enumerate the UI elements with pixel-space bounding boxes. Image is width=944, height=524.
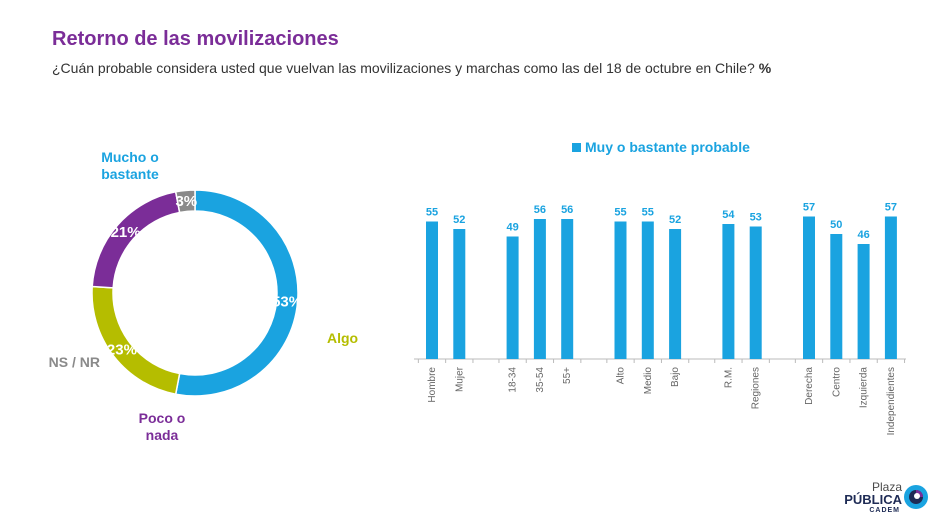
- bar-category-mujer: Mujer: [454, 366, 465, 392]
- bar-izquierda: [857, 244, 870, 359]
- bar-category-55: 55+: [562, 367, 573, 384]
- bar-independientes: [884, 216, 897, 359]
- bar-value-35-54: 56: [534, 204, 546, 216]
- donut-chart: 53% Mucho o bastante 23% Algo 21% Poco o nada 3%…: [49, 149, 358, 443]
- bar-alto: [614, 221, 627, 359]
- bar-derecha: [803, 216, 815, 359]
- bar-value-55: 56: [561, 204, 573, 216]
- logo-line-plaza: Plaza: [871, 480, 902, 494]
- bar-55: [561, 219, 574, 359]
- bar-category-regiones: Regiones: [751, 367, 762, 409]
- bar-value-centro: 50: [830, 219, 842, 231]
- bar-centro: [830, 234, 843, 359]
- bar-value-hombre: 55: [426, 207, 438, 219]
- bar-value-bajo: 52: [669, 214, 681, 226]
- bar-category-r-m: R.M.: [723, 367, 734, 388]
- donut-value-mucho-o-bastante: 53%: [272, 294, 302, 311]
- bar-medio: [641, 221, 654, 359]
- bar-35-54: [533, 219, 546, 359]
- bar-mujer: [453, 229, 466, 359]
- bar-category-18-34: 18-34: [508, 367, 519, 393]
- bar-category-medio: Medio: [643, 367, 654, 395]
- subtitle-question: ¿Cuán probable considera usted que vuelv…: [52, 60, 755, 76]
- bar-18-34: [506, 236, 519, 359]
- bar-category-centro: Centro: [831, 367, 842, 397]
- bar-category-izquierda: Izquierda: [859, 367, 870, 409]
- donut-label-algo: Algo: [327, 330, 358, 346]
- logo-line-publica: PÚBLICA: [844, 492, 902, 507]
- bar-category-alto: Alto: [616, 367, 627, 385]
- bar-value-18-34: 49: [506, 222, 518, 234]
- bar-value-r-m: 54: [722, 209, 735, 221]
- bar-regiones: [749, 226, 762, 359]
- donut-label-poco-o-nada: Poco o nada: [139, 410, 186, 443]
- donut-value-poco-o-nada: 21%: [111, 224, 141, 241]
- bar-category-independientes: Independientes: [886, 367, 897, 435]
- logo-line-cadem: CADEM: [869, 507, 900, 514]
- bar-value-alto: 55: [614, 207, 626, 219]
- donut-slice-ns-nr: [174, 189, 196, 214]
- donut-slice-algo: [91, 285, 181, 396]
- bar-chart-legend: Muy o bastante probable: [572, 139, 750, 155]
- bar-bajo: [669, 229, 682, 359]
- donut-value-ns-nr: 3%: [175, 193, 197, 210]
- logo-mark-icon: [904, 485, 928, 509]
- bar-category-derecha: Derecha: [804, 367, 815, 405]
- legend-swatch: [572, 142, 581, 152]
- page-title: Retorno de las movilizaciones: [52, 28, 339, 50]
- donut-label-mucho-o-bastante: Mucho o bastante: [101, 149, 159, 182]
- bar-category-bajo: Bajo: [670, 367, 681, 387]
- donut-value-algo: 23%: [107, 342, 137, 359]
- bar-value-mujer: 52: [453, 214, 465, 226]
- bar-category-hombre: Hombre: [427, 367, 438, 403]
- bar-value-independientes: 57: [885, 202, 897, 214]
- page-subtitle: ¿Cuán probable considera usted que vuelv…: [52, 60, 771, 76]
- bar-value-derecha: 57: [803, 202, 815, 214]
- bar-r-m: [722, 224, 735, 359]
- bar-value-regiones: 53: [750, 212, 762, 224]
- plaza-publica-cadem-logo: Plaza PÚBLICA CADEM: [836, 476, 932, 516]
- bar-category-35-54: 35-54: [535, 367, 546, 393]
- bar-hombre: [426, 221, 438, 359]
- bar-value-izquierda: 46: [857, 229, 869, 241]
- legend-label: Muy o bastante probable: [585, 139, 750, 155]
- subtitle-unit: %: [758, 60, 772, 76]
- bar-chart: 55 Hombre 52 Mujer 49 18-34 56 35-54 56 55+ 55 Alto…: [414, 202, 906, 435]
- donut-label-ns-nr: NS / NR: [49, 354, 100, 370]
- bar-value-medio: 55: [642, 207, 654, 219]
